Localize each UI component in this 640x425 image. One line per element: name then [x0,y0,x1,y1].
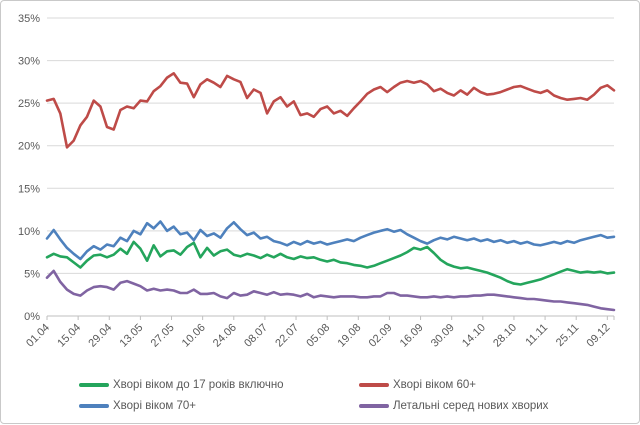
x-axis-tick-label: 08.07 [242,322,270,350]
legend-label-70plus: Хворі віком 70+ [113,400,197,412]
x-axis-tick-label: 15.04 [55,322,83,350]
legend-item-70plus: Хворі віком 70+ [79,398,359,414]
x-axis-tick-label: 29.04 [86,322,114,350]
lethal-series-marker [359,404,389,408]
x-axis-tick-label: 05.08 [304,322,332,350]
legend-label-60plus: Хворі віком 60+ [393,379,477,391]
chart-legend: Хворі віком до 17 років включно Хворі ві… [79,377,548,414]
y-axis-tick-label: 0% [24,311,40,323]
x-axis-tick-label: 10.06 [180,322,208,350]
x-axis-tick-label: 22.07 [273,322,301,350]
y-axis-tick-label: 10% [18,226,40,238]
series-line-2 [45,220,616,261]
60plus-series-marker [359,383,389,387]
y-axis-tick-label: 35% [18,13,40,25]
x-axis-tick-label: 28.10 [491,322,519,350]
under17-series-marker [79,383,109,387]
legend-item-60plus: Хворі віком 60+ [359,377,548,393]
x-axis-tick-label: 11.11 [523,322,550,349]
x-axis-tick-label: 30.09 [429,322,457,350]
x-axis-tick-label: 24.06 [211,322,239,350]
y-axis-tick-label: 30% [18,56,40,68]
x-axis-tick-label: 02.09 [367,322,395,350]
legend-label-lethal: Летальні серед нових хворих [393,400,549,412]
legend-label-under17: Хворі віком до 17 років включно [113,379,284,391]
legend-item-under17: Хворі віком до 17 років включно [79,377,359,393]
x-axis-tick-label: 19.08 [335,322,363,350]
70plus-series-marker [79,404,109,408]
x-axis-tick-label: 27.05 [149,322,177,350]
x-axis-tick-label: 01.04 [24,322,52,350]
y-axis-tick-label: 5% [24,268,40,280]
x-axis-tick-label: 13.05 [118,322,146,350]
legend-item-lethal: Летальні серед нових хворих [359,398,548,414]
series-line-3 [45,269,616,312]
x-axis-tick-label: 14.10 [460,322,488,350]
y-axis-tick-label: 15% [18,183,40,195]
x-axis-tick-label: 09.12 [584,322,612,350]
x-axis-tick-label: 25.11 [554,322,581,349]
y-axis-tick-label: 25% [18,98,40,110]
series-line-1 [45,72,616,149]
series-line-0 [45,240,616,286]
y-axis-tick-label: 20% [18,141,40,153]
x-axis-tick-label: 16.09 [398,322,426,350]
